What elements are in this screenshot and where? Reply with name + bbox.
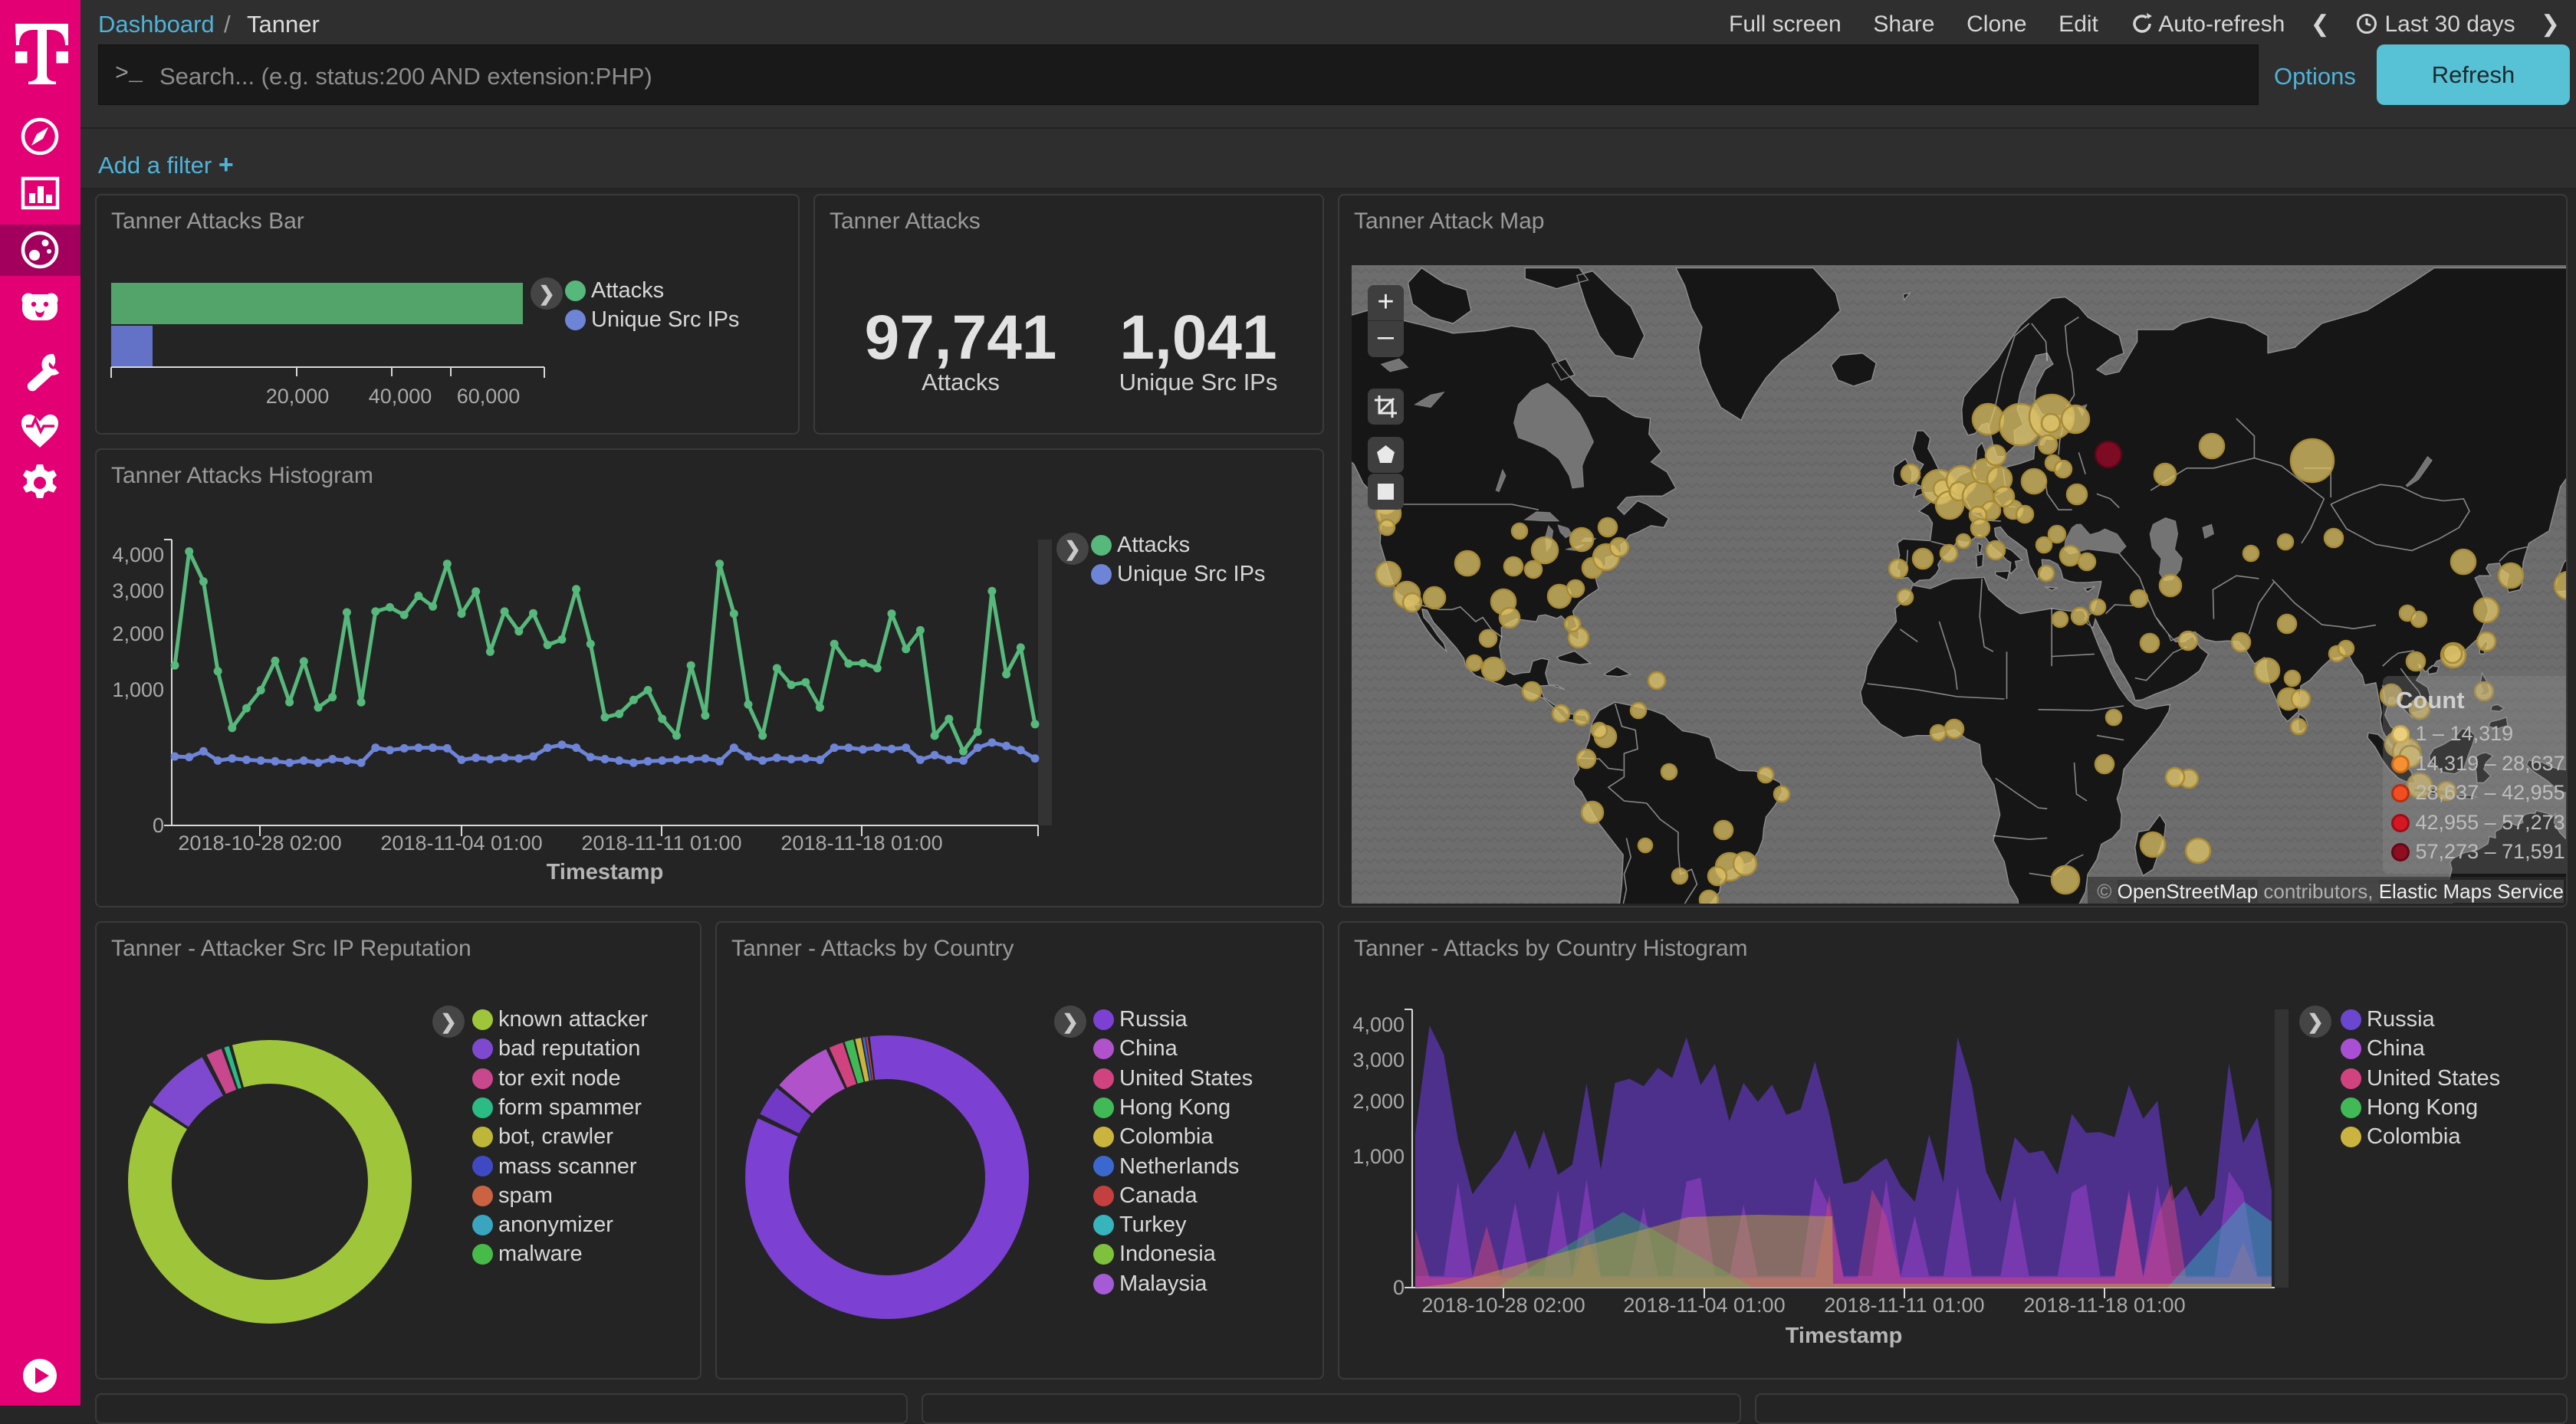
svg-text:4,000: 4,000: [112, 543, 164, 566]
svg-text:2018-11-04 01:00: 2018-11-04 01:00: [380, 832, 542, 855]
svg-text:2018-10-28 02:00: 2018-10-28 02:00: [1421, 1294, 1585, 1317]
svg-text:0: 0: [1393, 1276, 1405, 1299]
svg-text:Timestamp: Timestamp: [547, 860, 664, 884]
svg-text:2018-11-18 01:00: 2018-11-18 01:00: [2023, 1294, 2185, 1317]
svg-text:1,000: 1,000: [1352, 1145, 1405, 1168]
svg-text:3,000: 3,000: [1352, 1048, 1405, 1071]
svg-text:2018-11-11 01:00: 2018-11-11 01:00: [1824, 1294, 1984, 1317]
svg-text:0: 0: [153, 814, 164, 837]
svg-text:2018-11-04 01:00: 2018-11-04 01:00: [1623, 1294, 1785, 1317]
svg-text:3,000: 3,000: [112, 579, 164, 602]
svg-text:2,000: 2,000: [112, 622, 164, 645]
svg-text:2018-11-11 01:00: 2018-11-11 01:00: [581, 832, 741, 855]
svg-text:Timestamp: Timestamp: [1786, 1324, 1903, 1348]
svg-text:4,000: 4,000: [1352, 1013, 1405, 1036]
svg-text:2018-10-28 02:00: 2018-10-28 02:00: [178, 832, 341, 855]
svg-text:1,000: 1,000: [112, 678, 164, 701]
svg-text:2018-11-18 01:00: 2018-11-18 01:00: [780, 832, 942, 855]
svg-text:2,000: 2,000: [1352, 1090, 1405, 1113]
